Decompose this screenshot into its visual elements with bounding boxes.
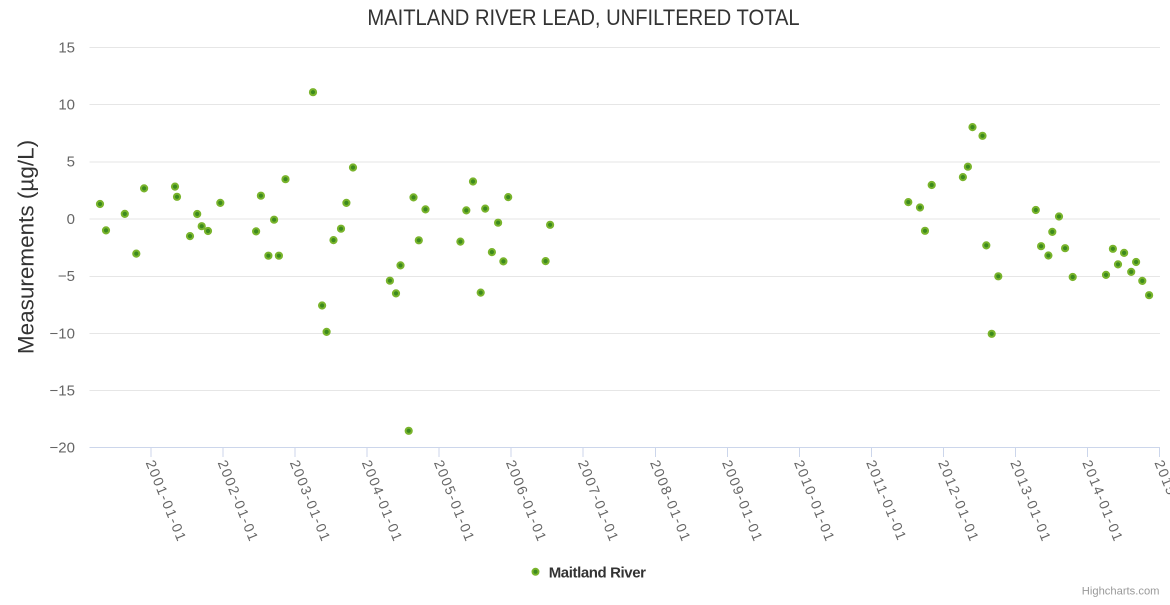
svg-text:0: 0: [67, 211, 75, 228]
svg-text:5: 5: [67, 154, 75, 171]
svg-text:−15: −15: [50, 382, 75, 399]
svg-text:10: 10: [58, 97, 75, 114]
svg-text:−10: −10: [50, 325, 75, 342]
svg-text:Maitland River: Maitland River: [549, 565, 646, 582]
svg-text:Highcharts.com: Highcharts.com: [1082, 585, 1160, 597]
svg-text:−5: −5: [58, 268, 75, 285]
svg-text:MAITLAND RIVER LEAD, UNFILTERE: MAITLAND RIVER LEAD, UNFILTERED TOTAL: [367, 7, 799, 31]
svg-text:15: 15: [58, 39, 75, 56]
svg-text:−20: −20: [50, 440, 75, 457]
svg-text:Measurements (µg/L): Measurements (µg/L): [14, 140, 39, 354]
